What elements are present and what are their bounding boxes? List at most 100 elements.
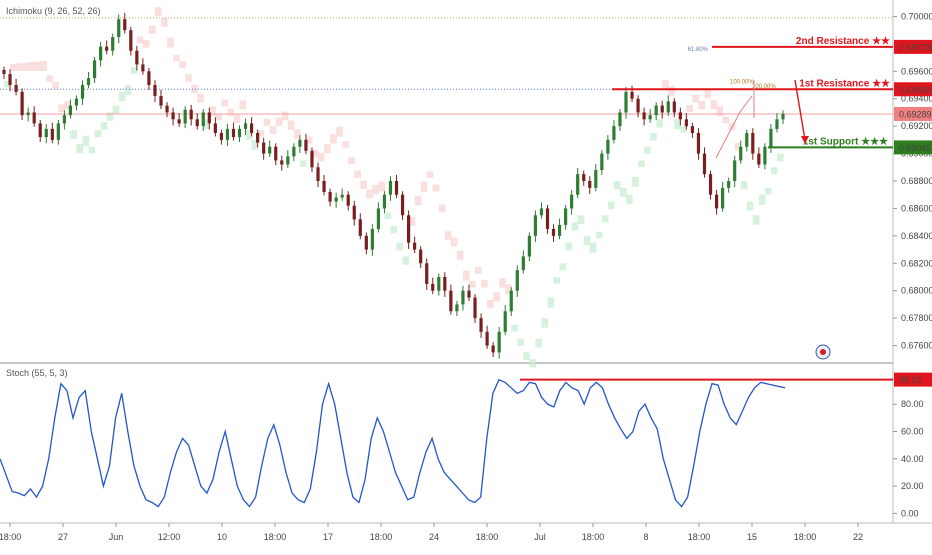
ichimoku-cloud-segment bbox=[70, 130, 78, 140]
price-tick-label: 0.68000 bbox=[901, 286, 932, 296]
ichimoku-cloud-segment bbox=[638, 160, 645, 167]
ichimoku-cloud-segment bbox=[215, 113, 222, 121]
ichimoku-cloud-segment bbox=[517, 338, 524, 346]
ichimoku-cloud-segment bbox=[426, 171, 434, 178]
candle-body bbox=[364, 235, 368, 250]
fib-label-100-b: 100.00% bbox=[752, 84, 776, 90]
stoch-level-tag-bg bbox=[894, 372, 932, 387]
candle-body bbox=[370, 228, 374, 250]
candle-body bbox=[733, 160, 737, 181]
ichimoku-cloud-segment bbox=[553, 276, 561, 284]
ichimoku-cloud-segment bbox=[565, 242, 573, 251]
ichimoku-cloud-segment bbox=[378, 181, 386, 192]
candle-body bbox=[485, 331, 489, 346]
stoch-level-tag: 98.02 bbox=[899, 375, 922, 385]
candle-body bbox=[298, 139, 302, 147]
ichimoku-cloud-segment bbox=[686, 104, 694, 113]
candle-body bbox=[473, 297, 477, 319]
stoch-tick-label: 20.00 bbox=[901, 481, 924, 491]
candle-body bbox=[334, 197, 338, 202]
ichimoku-cloud-segment bbox=[668, 86, 675, 96]
candle-body bbox=[376, 208, 381, 229]
ichimoku-cloud-segment bbox=[221, 99, 229, 107]
ichimoku-cloud-segment bbox=[776, 153, 784, 162]
candle-body bbox=[68, 105, 73, 116]
candle-body bbox=[406, 215, 411, 243]
ichimoku-cloud-segment bbox=[764, 187, 772, 195]
ichimoku-cloud-segment bbox=[734, 142, 742, 151]
ichimoku-cloud-segment bbox=[607, 201, 615, 210]
ichimoku-cloud-segment bbox=[257, 130, 265, 137]
candle-body bbox=[642, 112, 646, 120]
ichimoku-cloud-segment bbox=[34, 61, 41, 71]
price-tick-label: 0.68600 bbox=[901, 203, 932, 213]
ichimoku-cloud-segment bbox=[505, 284, 512, 295]
ichimoku-cloud-segment bbox=[716, 106, 724, 117]
down-arrow-line bbox=[794, 79, 806, 141]
ichimoku-cloud-segment bbox=[511, 324, 518, 332]
ichimoku-cloud-segment bbox=[88, 146, 96, 154]
candle-body bbox=[310, 150, 314, 168]
price-tick-label: 0.69200 bbox=[901, 121, 932, 131]
price-tick-label: 0.68200 bbox=[901, 258, 932, 268]
price-tick-label: 0.68400 bbox=[901, 231, 932, 241]
candle-body bbox=[147, 71, 151, 86]
candle-body bbox=[231, 128, 236, 138]
ichimoku-cloud-segment bbox=[82, 135, 90, 146]
support1-label: 1st Support ★★★ bbox=[803, 136, 888, 147]
candle-body bbox=[533, 215, 538, 236]
candle-body bbox=[564, 208, 568, 225]
ichimoku-cloud-segment bbox=[348, 157, 355, 165]
candle-body bbox=[624, 91, 628, 113]
resistance1-price-tag-bg bbox=[894, 82, 932, 97]
candle-body bbox=[44, 128, 48, 138]
candle-body bbox=[2, 69, 6, 75]
ichimoku-cloud-segment bbox=[185, 74, 192, 82]
candle-body bbox=[467, 290, 471, 298]
candle-body bbox=[105, 46, 109, 51]
candle-body bbox=[26, 112, 30, 116]
candle-body bbox=[775, 119, 779, 129]
candle-body bbox=[38, 123, 42, 138]
ichimoku-cloud-segment bbox=[124, 85, 132, 96]
ichimoku-cloud-segment bbox=[481, 279, 488, 288]
candle-body bbox=[328, 191, 332, 202]
candle-body bbox=[557, 224, 562, 236]
time-tick-label: 18:00 bbox=[370, 532, 393, 542]
candle-body bbox=[382, 194, 387, 209]
candle-body bbox=[521, 256, 525, 271]
candle-body bbox=[660, 105, 664, 113]
time-tick-label: 27 bbox=[58, 532, 68, 542]
candle-body bbox=[32, 112, 36, 124]
ichimoku-cloud-segment bbox=[94, 130, 102, 138]
fib-label-618: 61.80% bbox=[688, 47, 709, 53]
ichimoku-cloud-segment bbox=[752, 215, 760, 225]
candle-body bbox=[721, 187, 725, 209]
ichimoku-cloud-segment bbox=[583, 235, 591, 246]
ichimoku-cloud-segment bbox=[710, 99, 718, 110]
price-tick-label: 0.67600 bbox=[901, 341, 932, 351]
time-tick-label: Jul bbox=[534, 532, 546, 542]
candle-body bbox=[684, 119, 688, 127]
ichimoku-cloud-segment bbox=[468, 281, 476, 288]
ichimoku-cloud-segment bbox=[535, 338, 543, 348]
candle-body bbox=[497, 331, 501, 353]
ichimoku-cloud-segment bbox=[438, 204, 446, 213]
ichimoku-cloud-segment bbox=[269, 126, 277, 135]
ichimoku-cloud-segment bbox=[432, 184, 440, 192]
candle-body bbox=[213, 123, 217, 134]
ichimoku-cloud-segment bbox=[559, 263, 567, 271]
stoch-label: Stoch (55, 5, 3) bbox=[6, 368, 68, 378]
ichimoku-cloud-segment bbox=[632, 176, 639, 187]
candle-body bbox=[80, 85, 85, 99]
candle-body bbox=[419, 249, 423, 264]
down-arrow-head bbox=[801, 136, 809, 144]
time-tick-label: 18:00 bbox=[264, 532, 287, 542]
ichimoku-cloud-segment bbox=[52, 81, 59, 89]
ichimoku-cloud-segment bbox=[40, 60, 47, 71]
candle-body bbox=[576, 174, 580, 195]
candle-body bbox=[322, 181, 326, 192]
ichimoku-cloud-segment bbox=[28, 62, 35, 71]
time-tick-label: 15 bbox=[747, 532, 757, 542]
candle-body bbox=[280, 160, 284, 165]
